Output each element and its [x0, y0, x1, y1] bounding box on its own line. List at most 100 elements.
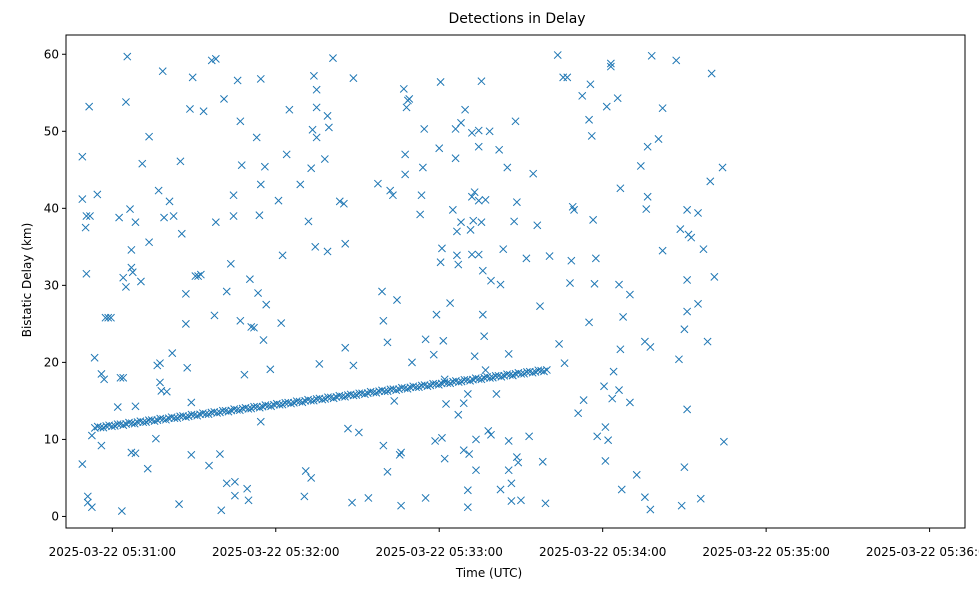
data-point [687, 233, 696, 242]
data-point [440, 454, 449, 463]
data-point [465, 450, 474, 459]
data-point [545, 252, 554, 261]
data-point [282, 150, 291, 159]
data-point [87, 503, 96, 512]
data-point [683, 205, 692, 214]
data-point [318, 395, 327, 404]
data-point [593, 432, 602, 441]
data-point [474, 142, 483, 151]
data-point [474, 126, 483, 135]
axes-frame [65, 34, 966, 529]
data-point [636, 161, 645, 170]
x-tick-label: 2025-03-22 05:31:00 [49, 545, 176, 559]
data-point [277, 319, 286, 328]
data-point [383, 467, 392, 476]
data-point [643, 142, 652, 151]
data-point [616, 345, 625, 354]
data-point [654, 135, 663, 143]
data-point [211, 54, 220, 63]
data-point [423, 382, 432, 391]
data-point [421, 494, 430, 502]
data-point [432, 310, 441, 319]
data-point [121, 282, 130, 291]
data-point [151, 434, 160, 443]
data-point [401, 150, 410, 159]
data-point [408, 358, 416, 367]
data-point [514, 458, 523, 467]
data-point [388, 191, 397, 200]
data-point [117, 507, 126, 516]
data-point [143, 464, 152, 473]
data-point [256, 417, 265, 426]
y-tick-label: 20 [44, 355, 59, 369]
data-point [469, 216, 478, 225]
data-point [566, 279, 574, 287]
data-point [215, 450, 224, 459]
data-point [379, 316, 388, 325]
plot-area: 0 10 20 30 40 50 60 2025-03-22 05:31:00 2025-03-… [44, 34, 979, 559]
data-point [421, 335, 430, 344]
data-point [463, 390, 472, 398]
data-point [499, 245, 508, 254]
data-point [320, 155, 329, 163]
data-point [123, 52, 132, 61]
x-axis-label: Time (UTC) [455, 566, 522, 580]
data-point [312, 103, 321, 112]
data-point [590, 279, 599, 288]
data-point [236, 316, 245, 325]
data-point [309, 71, 318, 80]
data-point [417, 191, 426, 200]
data-point [147, 416, 156, 425]
data-point [383, 338, 392, 347]
data-point [601, 423, 610, 432]
data-point [199, 107, 208, 116]
data-point [512, 198, 521, 207]
data-point [435, 144, 444, 153]
data-point [439, 336, 448, 345]
data-point [119, 421, 128, 430]
data-point [538, 457, 547, 466]
data-point [107, 422, 116, 431]
data-point [484, 426, 493, 435]
data-point [86, 212, 94, 220]
data-point [536, 302, 544, 311]
data-point [405, 94, 414, 103]
data-point [138, 159, 147, 168]
data-point [495, 145, 504, 154]
data-point [256, 180, 265, 189]
data-point [436, 258, 445, 267]
data-point [97, 369, 106, 378]
data-point [613, 94, 622, 103]
data-point [699, 245, 708, 254]
data-point [236, 117, 245, 126]
data-point [533, 221, 542, 230]
data-point [348, 498, 356, 507]
data-point [252, 402, 261, 411]
data-point [446, 299, 455, 308]
data-point [487, 276, 495, 285]
data-point [477, 218, 486, 227]
y-tick-label: 50 [44, 124, 59, 138]
data-point [658, 104, 667, 113]
data-point [113, 403, 122, 412]
data-point [528, 368, 537, 377]
data-point [156, 359, 164, 368]
data-point [517, 369, 526, 378]
data-point [360, 390, 369, 399]
data-point [312, 85, 321, 94]
data-point [452, 251, 461, 260]
data-point [646, 343, 655, 351]
data-point [127, 245, 136, 254]
y-tick-label: 60 [44, 47, 59, 61]
data-point [672, 56, 681, 65]
data-point [104, 313, 113, 322]
data-point [375, 387, 384, 396]
data-point [296, 180, 305, 189]
data-point [585, 115, 594, 124]
data-point [150, 417, 159, 426]
data-point [131, 218, 140, 227]
data-point [119, 273, 128, 282]
data-point [587, 131, 596, 140]
data-point [718, 163, 727, 172]
data-point [507, 479, 516, 488]
